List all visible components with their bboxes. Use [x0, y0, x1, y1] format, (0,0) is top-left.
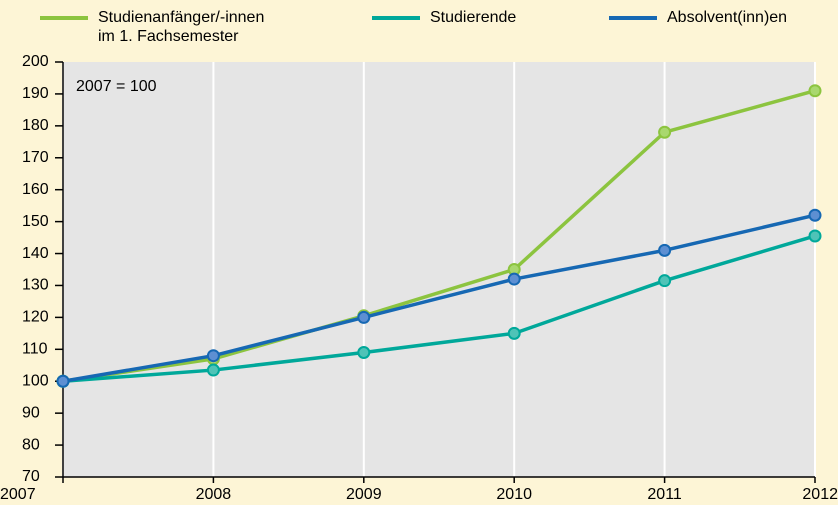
y-tick-label: 180 [22, 117, 49, 134]
data-point [206, 349, 220, 363]
y-tick-label: 190 [22, 85, 49, 102]
y-tick-label: 70 [22, 468, 40, 485]
data-point [808, 208, 822, 222]
x-tick-label: 2010 [496, 486, 532, 503]
x-tick-label: 2012 [802, 486, 838, 503]
y-tick-label: 130 [22, 277, 49, 294]
data-point [658, 274, 672, 288]
data-point [507, 272, 521, 286]
x-tick-label: 2007 [0, 486, 36, 503]
data-point [808, 229, 822, 243]
y-tick-label: 100 [22, 372, 49, 389]
y-tick-label: 90 [22, 404, 40, 421]
y-tick-label: 170 [22, 149, 49, 166]
data-point [658, 243, 672, 257]
x-tick-label: 2009 [346, 486, 382, 503]
data-point [658, 125, 672, 139]
series-line [62, 213, 816, 383]
y-tick-label: 80 [22, 436, 40, 453]
data-point [808, 84, 822, 98]
data-point [56, 374, 70, 388]
data-point [357, 310, 371, 324]
legend-label: Studierende [430, 9, 517, 26]
x-tick-label: 2011 [647, 486, 682, 503]
y-tick-label: 120 [22, 309, 49, 326]
series-line [62, 234, 816, 383]
y-tick-label: 150 [22, 213, 49, 230]
y-tick-label: 140 [22, 245, 49, 262]
plot-area [63, 62, 815, 477]
y-tick-label: 110 [22, 341, 48, 358]
y-tick-label: 160 [22, 181, 49, 198]
y-tick-label: 200 [22, 53, 49, 70]
data-point [357, 346, 371, 359]
annotation: 2007 = 100 [76, 78, 157, 95]
legend-label: Absolvent(inn)en [667, 9, 788, 26]
data-point [507, 326, 521, 340]
series-line [62, 89, 816, 383]
legend-label: Studienanfänger/-innen im 1. Fachsemeste… [98, 9, 265, 45]
x-tick-label: 2008 [196, 486, 232, 503]
data-point [206, 363, 220, 377]
